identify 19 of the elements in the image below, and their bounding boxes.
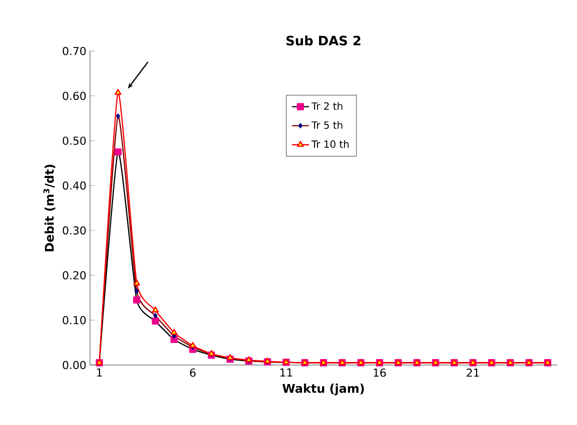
y-axis-title: Debit (m$^{3}$/dt) <box>43 164 56 252</box>
legend-label: Tr 5 th <box>311 121 342 129</box>
x-tick-label: 21 <box>466 368 479 377</box>
chart-title: Sub DAS 2 <box>286 35 360 46</box>
x-tick-label: 1 <box>97 368 102 377</box>
y-tick-label: 0.10 <box>62 316 86 324</box>
y-tick-label: 0.50 <box>62 136 86 145</box>
legend-label: Tr 10 th <box>311 140 349 148</box>
x-axis-title: Waktu (jam) <box>282 384 364 396</box>
y-tick-label: 0.40 <box>62 181 86 190</box>
x-tick-label: 6 <box>190 368 196 377</box>
y-tick-label: 0.60 <box>62 92 86 100</box>
y-tick-label: 0.20 <box>62 271 86 280</box>
y-tick-label: 0.30 <box>62 226 86 235</box>
y-tick-label: 0.00 <box>62 360 86 370</box>
y-tick-label: 0.70 <box>62 46 86 56</box>
x-tick-label: 16 <box>374 368 386 377</box>
x-tick-label: 11 <box>280 368 292 377</box>
legend-label: Tr 2 th <box>311 102 342 110</box>
